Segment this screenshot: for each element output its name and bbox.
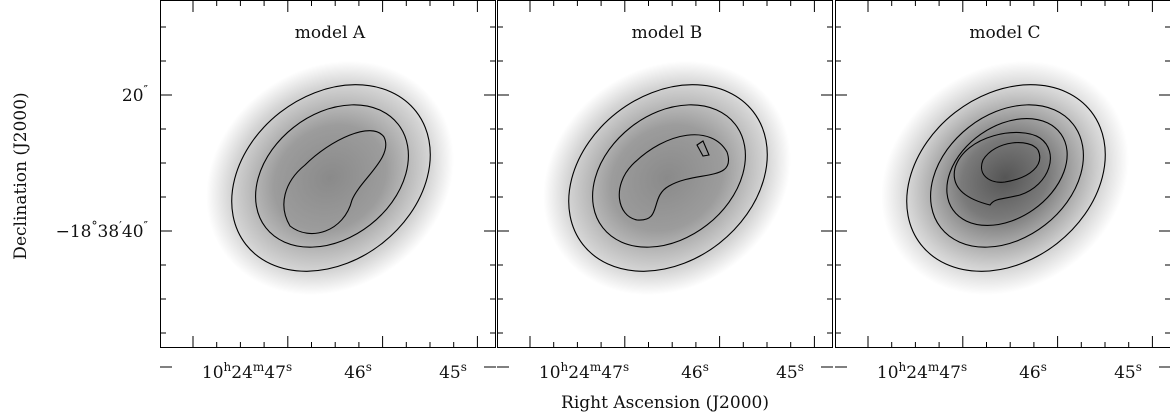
label-part: s (961, 360, 967, 374)
label-part: 24 (906, 363, 928, 383)
contour (981, 142, 1041, 183)
label-part: −18 (56, 222, 92, 242)
label-part: h (899, 360, 907, 374)
label-part: 45 (776, 363, 798, 383)
contour (953, 131, 1051, 206)
x-tick-label: 46s (1019, 360, 1047, 383)
emission (206, 61, 454, 295)
label-part: 45 (1114, 363, 1136, 383)
contour (231, 84, 431, 272)
label-part: 45 (439, 363, 461, 383)
contour (906, 84, 1106, 272)
x-tick-label: 46s (681, 360, 709, 383)
contour (696, 140, 710, 157)
panel-frame (497, 0, 833, 348)
contour (255, 104, 409, 248)
label-part: 10 (877, 363, 899, 383)
label-part: s (1041, 360, 1047, 374)
panel-title: model C (969, 23, 1040, 43)
y-tick-label: −18°38′40″ (56, 219, 149, 242)
label-part: 24 (231, 363, 253, 383)
x-tick-label: 45s (439, 360, 467, 383)
y-tick-label: 20″ (122, 83, 149, 106)
y-axis-label: Declination (J2000) (11, 92, 31, 259)
contour (568, 84, 768, 272)
x-axis-label: Right Ascension (J2000) (561, 393, 769, 413)
panel-title: model A (295, 23, 366, 43)
x-tick-label: 10h24m47s (539, 360, 629, 383)
label-part: s (1136, 360, 1142, 374)
x-tick-label: 10h24m47s (877, 360, 967, 383)
panel-title: model B (632, 23, 703, 43)
label-part: 47 (601, 363, 623, 383)
label-part: s (366, 360, 372, 374)
contour (946, 118, 1068, 226)
x-tick-label: 46s (344, 360, 372, 383)
emission (543, 61, 791, 295)
label-part: 47 (939, 363, 961, 383)
label-part: 10 (202, 363, 224, 383)
label-part: m (590, 360, 602, 374)
x-tick-label: 45s (776, 360, 804, 383)
label-part: 40 (122, 222, 144, 242)
x-tick-label: 10h24m47s (202, 360, 292, 383)
x-tick-label: 45s (1114, 360, 1142, 383)
panel-frame (835, 0, 1170, 348)
contour (592, 104, 746, 248)
label-part: h (561, 360, 569, 374)
label-part: 20 (122, 86, 144, 106)
contour (618, 134, 730, 221)
label-part: 24 (568, 363, 590, 383)
label-part: m (928, 360, 940, 374)
emission (881, 61, 1129, 295)
label-part: s (703, 360, 709, 374)
label-part: 38 (98, 222, 120, 242)
label-part: 46 (681, 363, 703, 383)
panel-frame (160, 0, 496, 348)
contour (283, 130, 387, 235)
label-part: ″ (144, 83, 149, 97)
label-part: s (461, 360, 467, 374)
label-part: ′ (119, 219, 122, 233)
label-part: 10 (539, 363, 561, 383)
label-part: s (623, 360, 629, 374)
label-part: ° (92, 219, 98, 233)
label-part: s (286, 360, 292, 374)
label-part: s (798, 360, 804, 374)
label-part: 47 (264, 363, 286, 383)
contour (930, 104, 1084, 248)
label-part: m (253, 360, 265, 374)
label-part: 46 (344, 363, 366, 383)
label-part: h (224, 360, 232, 374)
label-part: 46 (1019, 363, 1041, 383)
label-part: ″ (144, 219, 149, 233)
